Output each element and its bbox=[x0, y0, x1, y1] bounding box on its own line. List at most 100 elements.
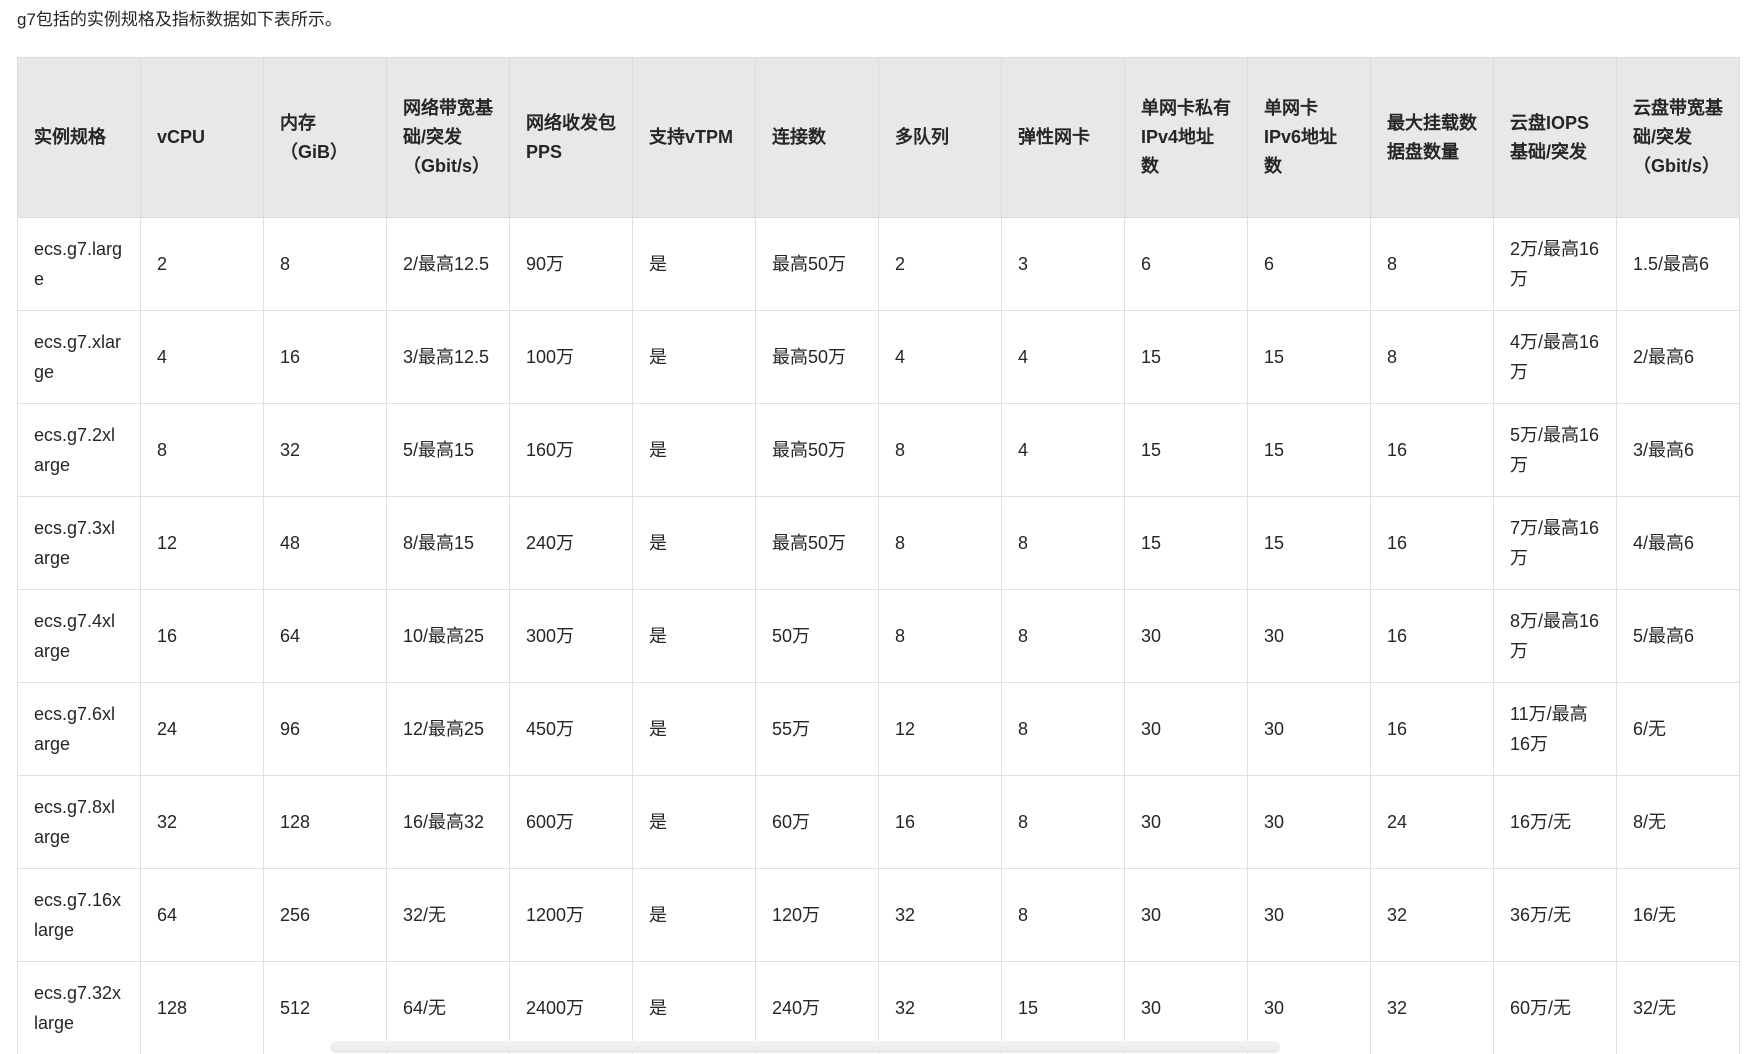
cell: 是 bbox=[632, 217, 756, 311]
cell: 最高50万 bbox=[755, 310, 879, 404]
cell: 1200万 bbox=[509, 868, 633, 962]
cell: 8 bbox=[878, 403, 1002, 497]
cell: 8 bbox=[1001, 868, 1125, 962]
cell: 15 bbox=[1124, 310, 1248, 404]
cell: 24 bbox=[1370, 775, 1494, 869]
cell: ecs.g7.large bbox=[17, 217, 141, 311]
cell: 8 bbox=[1001, 589, 1125, 683]
cell: 16 bbox=[1370, 496, 1494, 590]
column-header: 多队列 bbox=[878, 57, 1002, 218]
spec-table: 实例规格 vCPU 内存（GiB） 网络带宽基础/突发（Gbit/s） 网络收发包PPS… bbox=[17, 57, 1740, 1054]
cell: 128 bbox=[263, 775, 387, 869]
cell: 128 bbox=[140, 961, 264, 1054]
column-header: 单网卡IPv6地址数 bbox=[1247, 57, 1371, 218]
cell: 12/最高25 bbox=[386, 682, 510, 776]
cell: ecs.g7.6xlarge bbox=[17, 682, 141, 776]
column-header: vCPU bbox=[140, 57, 264, 218]
cell: 15 bbox=[1247, 310, 1371, 404]
cell: 8万/最高16万 bbox=[1493, 589, 1617, 683]
cell: 最高50万 bbox=[755, 496, 879, 590]
cell: 36万/无 bbox=[1493, 868, 1617, 962]
table-row: ecs.g7.large 2 8 2/最高12.5 90万是最高50万 2 3 6 6 8 2万/最… bbox=[17, 217, 1740, 311]
cell: 16 bbox=[878, 775, 1002, 869]
cell: 7万/最高16万 bbox=[1493, 496, 1617, 590]
cell: 64 bbox=[140, 868, 264, 962]
cell: 8 bbox=[1001, 775, 1125, 869]
cell: 240万 bbox=[755, 961, 879, 1054]
cell: 16 bbox=[1370, 589, 1494, 683]
cell: 30 bbox=[1124, 589, 1248, 683]
cell: 是 bbox=[632, 589, 756, 683]
cell: 15 bbox=[1124, 403, 1248, 497]
cell: 是 bbox=[632, 403, 756, 497]
cell: 64 bbox=[263, 589, 387, 683]
cell: 3/最高6 bbox=[1616, 403, 1740, 497]
cell: 30 bbox=[1247, 589, 1371, 683]
cell: 是 bbox=[632, 868, 756, 962]
cell: 是 bbox=[632, 310, 756, 404]
cell: 12 bbox=[878, 682, 1002, 776]
table-row: ecs.g7.6xlarge 24 96 12/最高25 450万是 55万 12 8 30 30… bbox=[17, 682, 1740, 776]
cell: ecs.g7.xlarge bbox=[17, 310, 141, 404]
cell: ecs.g7.16xlarge bbox=[17, 868, 141, 962]
cell: 32 bbox=[1370, 868, 1494, 962]
cell: 100万 bbox=[509, 310, 633, 404]
cell: 4 bbox=[1001, 403, 1125, 497]
cell: 24 bbox=[140, 682, 264, 776]
cell: 4 bbox=[878, 310, 1002, 404]
cell: ecs.g7.2xlarge bbox=[17, 403, 141, 497]
cell: 8 bbox=[878, 496, 1002, 590]
column-header: 弹性网卡 bbox=[1001, 57, 1125, 218]
table-row: ecs.g7.4xlarge 16 64 10/最高25 300万是 50万 8 8 30 30 1… bbox=[17, 589, 1740, 683]
cell: ecs.g7.4xlarge bbox=[17, 589, 141, 683]
cell: 8 bbox=[1001, 496, 1125, 590]
cell: 16/无 bbox=[1616, 868, 1740, 962]
cell: 512 bbox=[263, 961, 387, 1054]
cell: 55万 bbox=[755, 682, 879, 776]
cell: 48 bbox=[263, 496, 387, 590]
cell: 是 bbox=[632, 961, 756, 1054]
cell: 8 bbox=[1370, 217, 1494, 311]
cell: 16 bbox=[1370, 403, 1494, 497]
cell: ecs.g7.3xlarge bbox=[17, 496, 141, 590]
cell: 60万 bbox=[755, 775, 879, 869]
cell: 5/最高6 bbox=[1616, 589, 1740, 683]
cell: 450万 bbox=[509, 682, 633, 776]
cell: 30 bbox=[1124, 775, 1248, 869]
cell: 2/最高6 bbox=[1616, 310, 1740, 404]
cell: 96 bbox=[263, 682, 387, 776]
cell: 32 bbox=[263, 403, 387, 497]
cell: 15 bbox=[1124, 496, 1248, 590]
cell: 8 bbox=[1370, 310, 1494, 404]
cell: 32 bbox=[1370, 961, 1494, 1054]
cell: 是 bbox=[632, 496, 756, 590]
cell: 5/最高15 bbox=[386, 403, 510, 497]
cell: 600万 bbox=[509, 775, 633, 869]
cell: 1.5/最高6 bbox=[1616, 217, 1740, 311]
cell: 32 bbox=[878, 961, 1002, 1054]
cell: 240万 bbox=[509, 496, 633, 590]
cell: 120万 bbox=[755, 868, 879, 962]
cell: 3 bbox=[1001, 217, 1125, 311]
cell: 15 bbox=[1247, 496, 1371, 590]
cell: 30 bbox=[1247, 775, 1371, 869]
cell: 3/最高12.5 bbox=[386, 310, 510, 404]
horizontal-scrollbar-thumb[interactable] bbox=[330, 1041, 1280, 1053]
cell: 4/最高6 bbox=[1616, 496, 1740, 590]
cell: 2 bbox=[878, 217, 1002, 311]
table-row: ecs.g7.8xlarge 32 128 16/最高32 600万是 60万 16 8 30 3… bbox=[17, 775, 1740, 869]
cell: 30 bbox=[1124, 682, 1248, 776]
cell: 2万/最高16万 bbox=[1493, 217, 1617, 311]
cell: 16 bbox=[140, 589, 264, 683]
cell: 60万/无 bbox=[1493, 961, 1617, 1054]
cell: 30 bbox=[1247, 961, 1371, 1054]
column-header: 网络带宽基础/突发（Gbit/s） bbox=[386, 57, 510, 218]
column-header: 内存（GiB） bbox=[263, 57, 387, 218]
cell: 4 bbox=[140, 310, 264, 404]
cell: 是 bbox=[632, 682, 756, 776]
cell: 32 bbox=[878, 868, 1002, 962]
table-body: ecs.g7.large 2 8 2/最高12.5 90万是最高50万 2 3 6 6 8 2万/最… bbox=[17, 217, 1740, 1054]
cell: 64/无 bbox=[386, 961, 510, 1054]
cell: 最高50万 bbox=[755, 217, 879, 311]
